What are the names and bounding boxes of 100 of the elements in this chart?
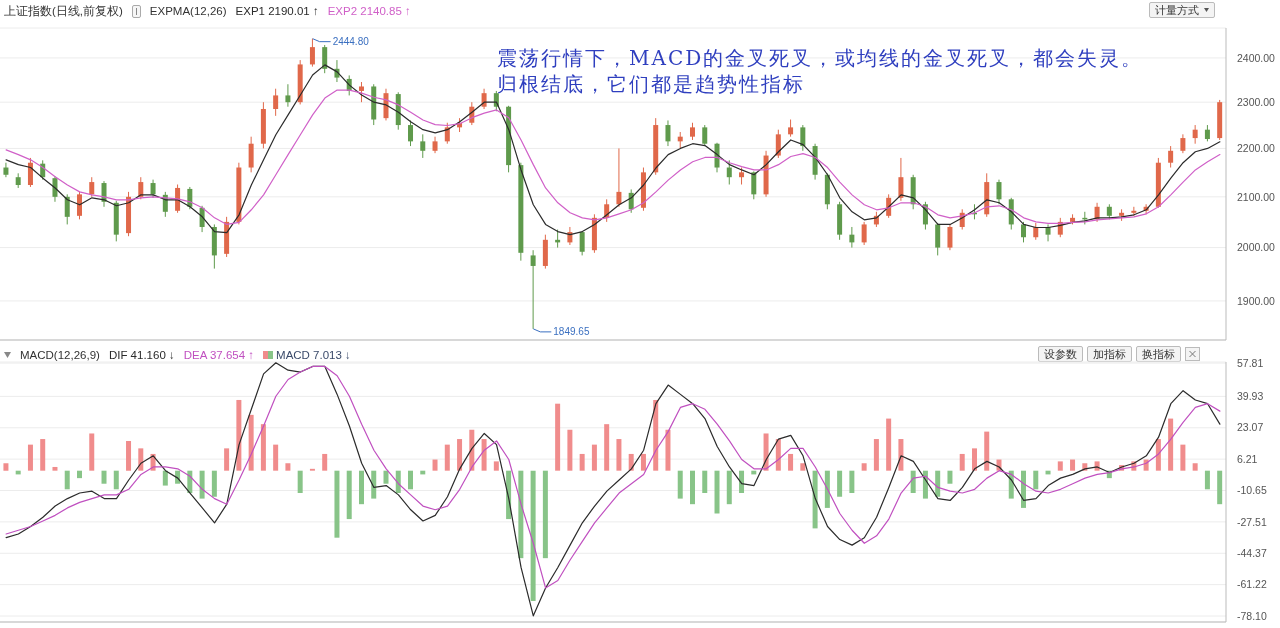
bar: [518, 470, 524, 559]
text: DIF 41.160 ↓: [108, 348, 175, 363]
candlestick: [150, 179, 156, 199]
bar: [653, 399, 659, 471]
chart-title: 上证指数(日线,前复权): [4, 4, 123, 19]
bar: [873, 439, 879, 471]
text: 换指标: [1142, 347, 1175, 361]
bar: [898, 439, 904, 471]
candlestick: [3, 162, 9, 178]
bar: [236, 399, 242, 471]
candlestick: [1192, 124, 1198, 145]
y-tick-label: -78.10: [1237, 609, 1267, 622]
y-tick-label: -44.37: [1237, 547, 1267, 559]
bar: [260, 424, 266, 471]
text: DEA 37.654 ↑: [183, 348, 255, 363]
candlestick: [898, 157, 904, 202]
candlestick: [444, 122, 450, 145]
candlestick: [89, 176, 95, 198]
y-tick-label: 57.81: [1237, 356, 1264, 369]
candlestick: [996, 179, 1002, 205]
legend-label: MACD 7.013 ↓: [276, 348, 351, 363]
candlestick: [530, 249, 536, 330]
bar: [542, 470, 548, 559]
candlestick: [27, 157, 33, 188]
bar: [775, 439, 781, 471]
bar: [579, 453, 585, 471]
bar: [1033, 470, 1039, 490]
y-tick-label: 2200.00: [1237, 142, 1276, 155]
candlestick: [751, 170, 757, 200]
bar: [64, 470, 70, 490]
bar: [739, 470, 745, 494]
bar: [689, 470, 695, 505]
candlestick: [616, 147, 622, 208]
candlestick: [726, 159, 732, 186]
candlestick: [1045, 223, 1051, 242]
y-tick-label: -10.65: [1237, 484, 1267, 497]
candlestick: [273, 88, 279, 117]
bar: [677, 470, 683, 499]
candlestick: [309, 38, 315, 68]
bar: [334, 470, 340, 538]
bar: [322, 453, 328, 471]
bar: [567, 429, 573, 471]
bar: [199, 470, 205, 499]
bar: [358, 470, 364, 505]
candlestick: [775, 129, 781, 159]
annotation: 归根结底，它们都是趋势性指标: [497, 72, 805, 96]
bar: [76, 470, 82, 479]
bar: [481, 439, 487, 471]
y-tick-label: 2400.00: [1237, 51, 1276, 64]
y-tick-label: -61.22: [1237, 578, 1267, 591]
bar: [604, 424, 610, 471]
bar: [89, 433, 95, 471]
candlestick: [52, 175, 58, 203]
bar: [1180, 444, 1186, 471]
bar: [616, 439, 622, 471]
bar: [297, 470, 303, 494]
annotation: 2444.80: [332, 36, 370, 48]
y-tick-label: 39.93: [1237, 390, 1264, 403]
candlestick: [481, 88, 487, 110]
bar: [432, 459, 438, 471]
bar: [52, 466, 58, 471]
candlestick: [408, 119, 414, 147]
bar: [555, 403, 561, 471]
y-tick-label: 2300.00: [1237, 95, 1276, 108]
bar: [812, 470, 818, 529]
bar: [444, 444, 450, 471]
bar: [211, 470, 217, 497]
bar: [824, 470, 830, 508]
text: 加指标: [1093, 347, 1126, 361]
bar: [886, 418, 892, 471]
bar: [371, 470, 377, 499]
bar: [383, 470, 389, 484]
candlestick: [935, 222, 941, 256]
bar: [665, 429, 671, 471]
candlestick: [849, 226, 855, 249]
bar: [591, 444, 597, 471]
candlestick: [702, 124, 708, 147]
bar: [788, 453, 794, 471]
bar: [27, 444, 33, 471]
text: 计量方式: [1155, 3, 1199, 17]
bar: [530, 470, 536, 601]
bar: [395, 470, 401, 494]
candlestick: [322, 44, 328, 74]
bar: [837, 470, 843, 497]
candlestick: [1021, 221, 1027, 243]
bar: [947, 470, 953, 484]
bar: [984, 431, 990, 471]
candlestick: [175, 184, 181, 214]
bar: [1217, 470, 1223, 505]
candlestick: [579, 230, 585, 256]
bar: [1204, 470, 1210, 490]
bar: [935, 470, 941, 497]
candlestick: [861, 221, 867, 246]
candlestick: [665, 119, 671, 147]
candlestick: [1168, 145, 1174, 169]
bar: [346, 470, 352, 520]
text: 设参数: [1044, 347, 1077, 361]
bar: [457, 439, 463, 471]
y-tick-label: 6.21: [1237, 452, 1258, 465]
bar: [101, 470, 107, 484]
